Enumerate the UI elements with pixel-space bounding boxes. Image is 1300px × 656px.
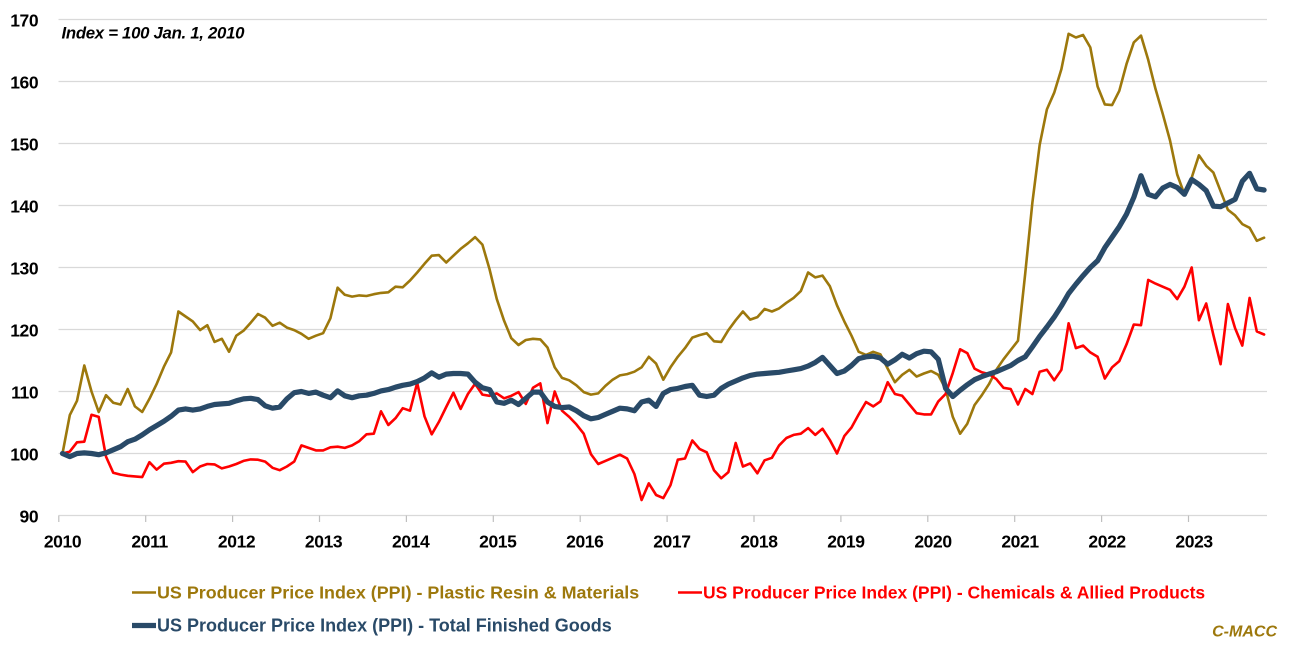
svg-text:2010: 2010	[44, 532, 82, 552]
svg-text:150: 150	[10, 135, 39, 155]
svg-text:130: 130	[10, 259, 39, 279]
svg-text:120: 120	[10, 321, 39, 341]
svg-text:C-MACC: C-MACC	[1212, 624, 1277, 641]
svg-text:US Producer Price Index (PPI): US Producer Price Index (PPI) - Chemical…	[703, 583, 1205, 603]
svg-text:US Producer Price Index (PPI): US Producer Price Index (PPI) - Total Fi…	[157, 616, 612, 636]
svg-text:100: 100	[10, 445, 39, 465]
svg-text:2013: 2013	[305, 532, 343, 552]
svg-text:2015: 2015	[479, 532, 517, 552]
svg-text:2020: 2020	[914, 532, 952, 552]
svg-text:2021: 2021	[1001, 532, 1039, 552]
svg-text:2012: 2012	[218, 532, 256, 552]
svg-text:2018: 2018	[740, 532, 778, 552]
svg-text:2017: 2017	[653, 532, 690, 552]
svg-text:160: 160	[10, 73, 39, 93]
svg-text:140: 140	[10, 197, 39, 217]
svg-text:Index = 100 Jan. 1, 2010: Index = 100 Jan. 1, 2010	[62, 24, 246, 43]
svg-text:2023: 2023	[1175, 532, 1213, 552]
svg-text:2022: 2022	[1088, 532, 1126, 552]
svg-text:170: 170	[10, 11, 39, 31]
svg-text:2011: 2011	[131, 532, 168, 552]
svg-text:US Producer Price Index (PPI): US Producer Price Index (PPI) - Plastic …	[157, 583, 639, 603]
svg-text:2014: 2014	[392, 532, 430, 552]
svg-text:110: 110	[11, 383, 39, 403]
svg-text:2019: 2019	[827, 532, 865, 552]
svg-text:90: 90	[20, 507, 39, 527]
svg-text:2016: 2016	[566, 532, 604, 552]
